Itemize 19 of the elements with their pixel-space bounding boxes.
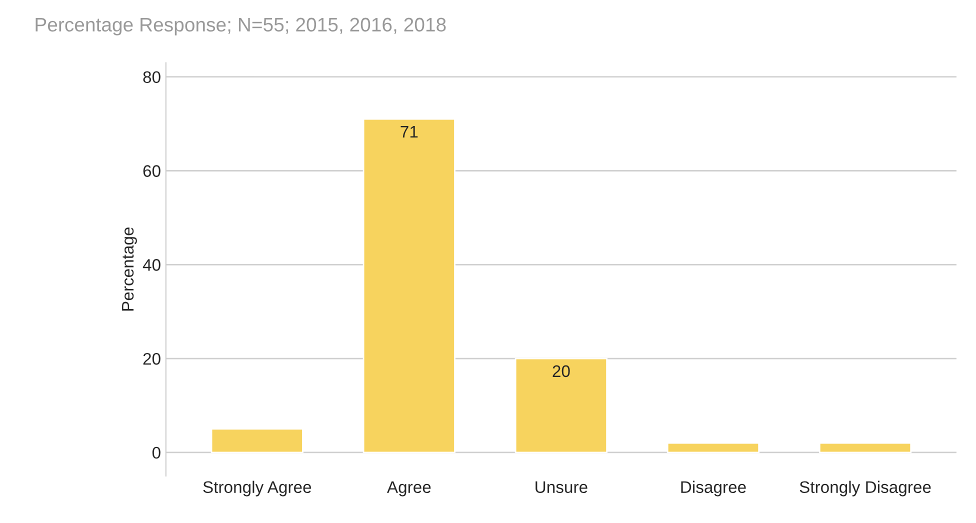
x-tick-label: Strongly Disagree [800,480,931,496]
y-axis-title: Percentage [122,227,137,311]
y-tick-label: 60 [143,165,160,177]
y-tick-label: 40 [142,259,160,271]
bar [666,442,760,454]
bar [514,358,608,454]
x-tick-label: Agree [386,481,431,496]
x-tick-label: Strongly Agree [203,480,312,496]
y-tick-label: 0 [152,446,160,459]
y-tick-label: 20 [143,352,160,365]
bar [210,428,304,454]
data-label: 71 [400,126,418,138]
data-label: 20 [552,365,570,378]
bar [818,442,912,454]
chart-title: Percentage Response; N=55; 2015, 2016, 2018 [36,18,446,36]
x-tick-label: Unsure [536,481,588,494]
y-tick-label: 80 [143,71,160,84]
bar [362,118,456,454]
x-tick-label: Disagree [681,480,746,496]
